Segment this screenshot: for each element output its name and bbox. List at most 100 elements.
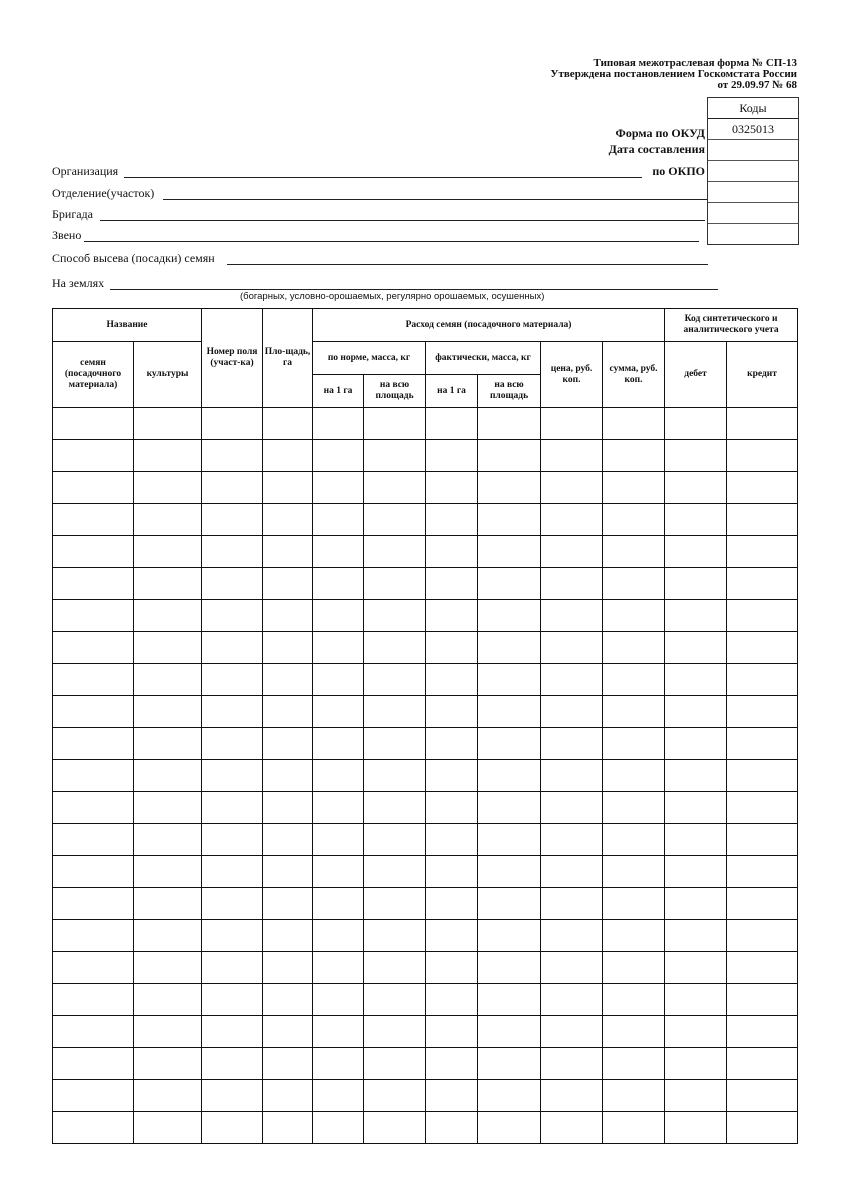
table-cell[interactable] [664,1079,728,1112]
table-cell[interactable] [726,631,799,664]
table-cell[interactable] [132,791,203,824]
table-cell[interactable] [132,631,203,664]
org-field[interactable] [124,177,642,178]
code-cell[interactable] [708,182,798,203]
table-cell[interactable] [312,919,365,952]
table-cell[interactable] [52,1111,134,1144]
table-cell[interactable] [477,855,542,888]
table-cell[interactable] [312,631,365,664]
table-cell[interactable] [262,631,314,664]
table-cell[interactable] [312,759,365,792]
table-cell[interactable] [52,727,134,760]
table-cell[interactable] [262,1111,314,1144]
table-cell[interactable] [363,1015,427,1048]
table-cell[interactable] [201,1047,264,1080]
table-cell[interactable] [52,407,134,440]
table-cell[interactable] [262,599,314,632]
table-cell[interactable] [262,407,314,440]
table-cell[interactable] [132,1047,203,1080]
table-cell[interactable] [540,1111,604,1144]
table-cell[interactable] [540,503,604,536]
table-cell[interactable] [363,535,427,568]
table-cell[interactable] [132,471,203,504]
table-cell[interactable] [726,951,799,984]
table-cell[interactable] [201,503,264,536]
table-cell[interactable] [726,823,799,856]
table-cell[interactable] [726,439,799,472]
table-cell[interactable] [52,535,134,568]
table-cell[interactable] [425,663,479,696]
table-cell[interactable] [425,631,479,664]
table-cell[interactable] [132,407,203,440]
table-cell[interactable] [477,567,542,600]
table-cell[interactable] [726,695,799,728]
table-cell[interactable] [262,983,314,1016]
table-cell[interactable] [477,1015,542,1048]
table-cell[interactable] [477,471,542,504]
table-cell[interactable] [477,1079,542,1112]
table-cell[interactable] [540,727,604,760]
table-cell[interactable] [363,439,427,472]
table-cell[interactable] [726,1015,799,1048]
table-cell[interactable] [664,727,728,760]
table-cell[interactable] [52,663,134,696]
table-cell[interactable] [52,439,134,472]
table-cell[interactable] [262,503,314,536]
table-cell[interactable] [602,567,666,600]
table-cell[interactable] [132,887,203,920]
table-cell[interactable] [425,1015,479,1048]
table-cell[interactable] [201,951,264,984]
table-cell[interactable] [726,1079,799,1112]
table-cell[interactable] [262,1079,314,1112]
table-cell[interactable] [262,759,314,792]
table-cell[interactable] [363,919,427,952]
table-cell[interactable] [363,855,427,888]
table-cell[interactable] [540,535,604,568]
table-cell[interactable] [363,567,427,600]
table-cell[interactable] [477,439,542,472]
table-cell[interactable] [312,407,365,440]
table-cell[interactable] [52,919,134,952]
table-cell[interactable] [477,631,542,664]
date-code[interactable] [708,140,798,161]
table-cell[interactable] [201,919,264,952]
table-cell[interactable] [132,1015,203,1048]
table-cell[interactable] [132,855,203,888]
table-cell[interactable] [540,439,604,472]
table-cell[interactable] [425,887,479,920]
table-cell[interactable] [201,663,264,696]
table-cell[interactable] [425,1111,479,1144]
table-cell[interactable] [52,983,134,1016]
table-cell[interactable] [312,887,365,920]
table-cell[interactable] [52,631,134,664]
table-cell[interactable] [726,919,799,952]
table-cell[interactable] [312,695,365,728]
table-cell[interactable] [602,727,666,760]
table-cell[interactable] [363,663,427,696]
table-cell[interactable] [664,823,728,856]
table-cell[interactable] [425,695,479,728]
table-cell[interactable] [425,823,479,856]
table-cell[interactable] [540,407,604,440]
table-cell[interactable] [540,1015,604,1048]
table-cell[interactable] [477,663,542,696]
table-cell[interactable] [262,695,314,728]
table-cell[interactable] [540,919,604,952]
table-cell[interactable] [201,759,264,792]
table-cell[interactable] [312,1015,365,1048]
table-cell[interactable] [425,535,479,568]
table-cell[interactable] [201,535,264,568]
table-cell[interactable] [602,695,666,728]
table-cell[interactable] [602,1047,666,1080]
table-cell[interactable] [425,951,479,984]
table-cell[interactable] [52,823,134,856]
table-cell[interactable] [602,1111,666,1144]
table-cell[interactable] [201,567,264,600]
table-cell[interactable] [132,535,203,568]
table-cell[interactable] [664,567,728,600]
table-cell[interactable] [477,759,542,792]
table-cell[interactable] [477,791,542,824]
table-cell[interactable] [425,599,479,632]
table-cell[interactable] [312,663,365,696]
table-cell[interactable] [602,599,666,632]
